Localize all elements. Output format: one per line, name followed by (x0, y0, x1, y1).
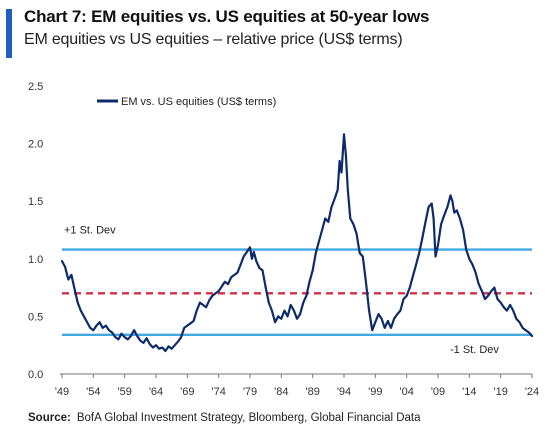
source-text: BofA Global Investment Strategy, Bloombe… (76, 412, 421, 424)
title-accent-bar (6, 9, 12, 58)
x-tick-label: '74 (211, 386, 225, 398)
series-line-em-vs-us (60, 133, 534, 353)
x-tick-label: '14 (462, 386, 476, 398)
y-tick-label: 2.0 (28, 139, 43, 151)
y-tick-label: 0.0 (28, 369, 43, 381)
x-tick-label: '99 (368, 386, 382, 398)
x-tick-label: '19 (493, 386, 507, 398)
x-tick-label: '09 (431, 386, 445, 398)
x-tick-label: '79 (243, 386, 257, 398)
x-tick-label: '54 (86, 386, 100, 398)
source-note: Source: BofA Global Investment Strategy, … (28, 412, 421, 424)
x-tick-label: '49 (55, 386, 69, 398)
y-tick-label: 0.5 (28, 311, 43, 323)
plus-1-stdev-label: +1 St. Dev (64, 225, 116, 237)
x-tick-label: '89 (305, 386, 319, 398)
minus-1-stdev-label: -1 St. Dev (450, 344, 499, 356)
legend-label: EM vs. US equities (US$ terms) (121, 96, 276, 108)
x-tick-label: '84 (274, 386, 288, 398)
chart-title: Chart 7: EM equities vs. US equities at … (24, 7, 430, 26)
x-tick-label: '69 (180, 386, 194, 398)
y-tick-label: 2.5 (28, 81, 43, 93)
x-tick-label: '94 (337, 386, 351, 398)
x-tick-label: '24 (525, 386, 539, 398)
y-tick-label: 1.5 (28, 196, 43, 208)
x-tick-label: '59 (117, 386, 131, 398)
y-tick-label: 1.0 (28, 254, 43, 266)
x-tick-label: '04 (399, 386, 413, 398)
source-label: Source: (28, 412, 71, 424)
x-tick-label: '64 (149, 386, 163, 398)
chart-subtitle: EM equities vs US equities – relative pr… (24, 31, 403, 48)
